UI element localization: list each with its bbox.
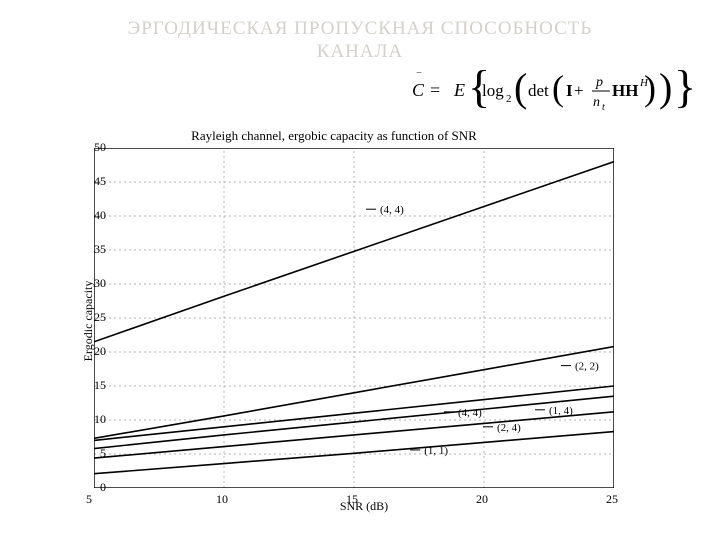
series-label: (1, 1) <box>424 445 448 457</box>
svg-text:): ) <box>659 65 672 110</box>
chart-title: Rayleigh channel, ergobic capacity as fu… <box>34 128 634 144</box>
svg-text:+: + <box>574 81 584 100</box>
y-tick-label: 40 <box>82 208 106 223</box>
title-line-2: КАНАЛА <box>317 41 403 62</box>
x-tick-label: 25 <box>606 492 618 507</box>
svg-text:log: log <box>482 81 504 100</box>
x-tick-label: 20 <box>476 492 488 507</box>
svg-text:HH: HH <box>612 81 638 100</box>
title-line-1: ЭРГОДИЧЕСКАЯ ПРОПУСКНАЯ СПОСОБНОСТЬ <box>128 18 593 39</box>
series-label: (2, 2) <box>575 361 599 373</box>
ergodic-capacity-chart: Rayleigh channel, ergobic capacity as fu… <box>34 128 634 528</box>
svg-text:n: n <box>593 95 600 110</box>
chart-svg: (4, 4)(2, 2)(4, 4)(1, 4)(2, 4)(1, 1) <box>94 148 614 488</box>
svg-text:}: } <box>674 62 692 112</box>
svg-text:=: = <box>430 80 440 100</box>
y-tick-label: 5 <box>82 446 106 461</box>
y-tick-label: 10 <box>82 412 106 427</box>
y-tick-label: 50 <box>82 140 106 155</box>
y-tick-label: 15 <box>82 378 106 393</box>
series-label: (4, 4) <box>458 407 482 419</box>
series-label: (2, 4) <box>497 422 521 434</box>
y-tick-label: 20 <box>82 344 106 359</box>
svg-text:t: t <box>602 102 605 113</box>
x-tick-label: 15 <box>346 492 358 507</box>
slide-title: ЭРГОДИЧЕСКАЯ ПРОПУСКНАЯ СПОСОБНОСТЬ КАНА… <box>0 18 720 64</box>
svg-text:det: det <box>528 81 549 100</box>
capacity-formula: C ‾ = E { } log 2 ( ) det ( ) I + p n t … <box>412 62 692 120</box>
svg-text:H: H <box>639 77 649 89</box>
x-axis-label: SNR (dB) <box>94 499 634 514</box>
y-tick-label: 0 <box>82 480 106 495</box>
series-label: (4, 4) <box>380 204 404 216</box>
y-tick-label: 25 <box>82 310 106 325</box>
svg-text:I: I <box>566 81 573 100</box>
y-tick-label: 35 <box>82 242 106 257</box>
svg-text:(: ( <box>552 68 564 108</box>
svg-text:E: E <box>453 80 465 100</box>
x-tick-label: 10 <box>216 492 228 507</box>
svg-text:p: p <box>595 75 603 90</box>
svg-text:(: ( <box>514 65 527 110</box>
y-tick-label: 30 <box>82 276 106 291</box>
svg-text:2: 2 <box>506 93 512 105</box>
y-tick-label: 45 <box>82 174 106 189</box>
